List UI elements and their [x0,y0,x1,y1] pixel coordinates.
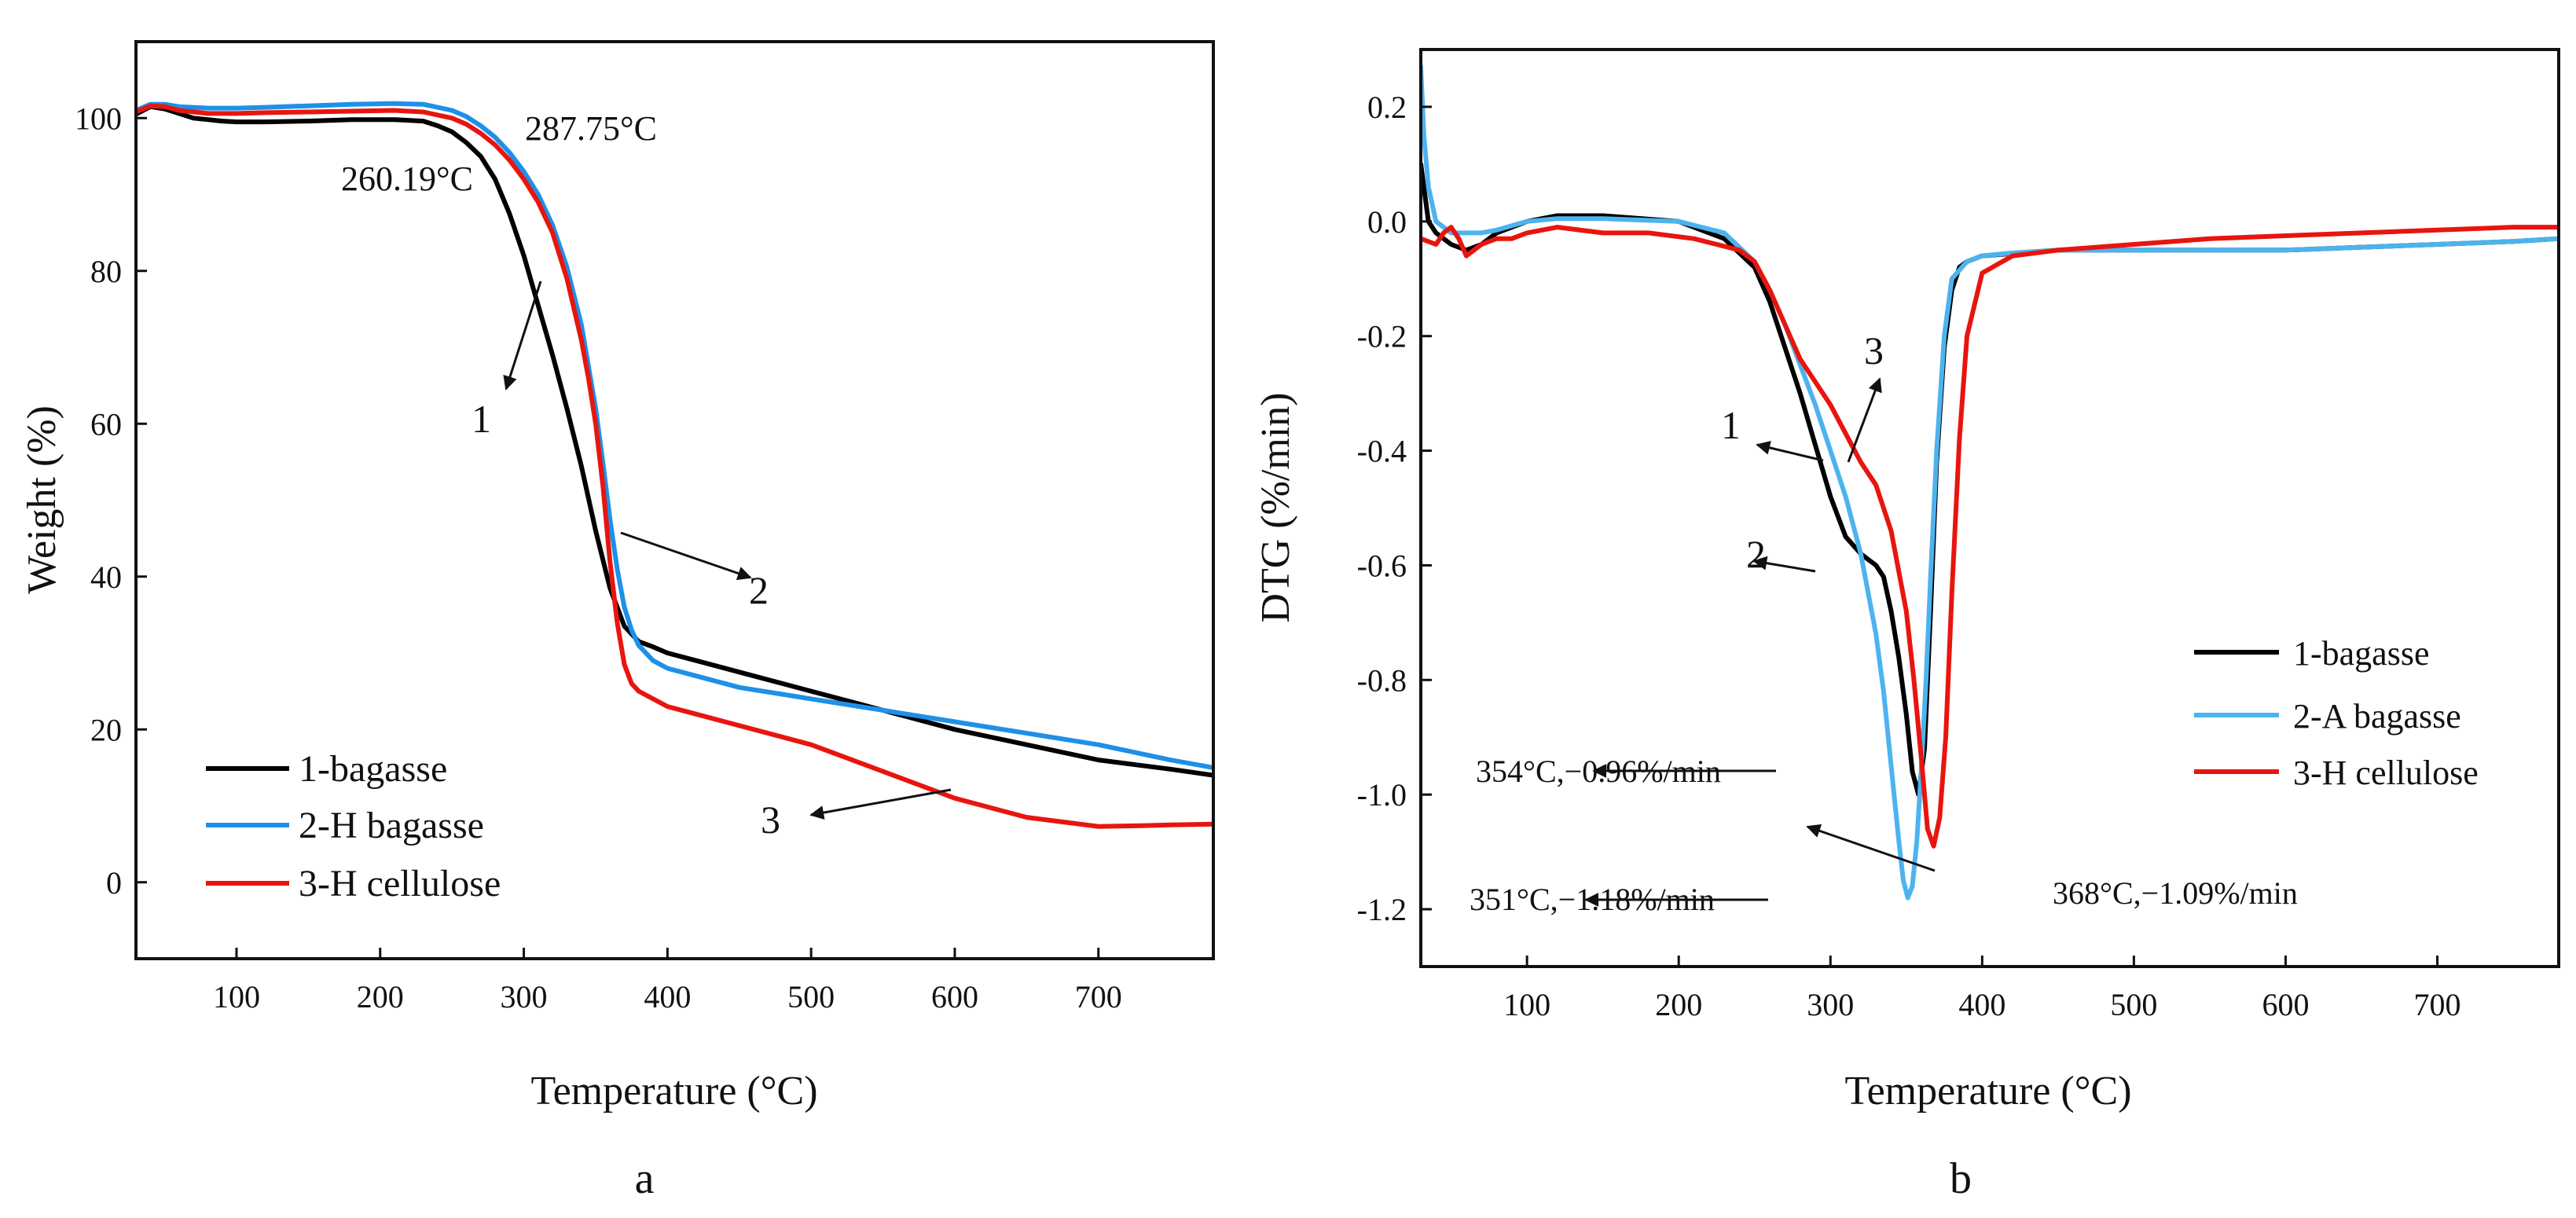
x-axis-label-b: Temperature (°C) [1844,1069,2131,1113]
legend-label-a-3: 3-H cellulose [299,863,501,904]
plot-frame-a [134,40,1215,960]
annotation-peak-2: 351°C,−1.18%/min [1470,882,1715,917]
annotation-peak-3: 368°C,−1.09%/min [2053,875,2298,911]
y-tick-label-b-7: -1.2 [1357,892,1407,927]
arrow-label-3 [809,788,952,820]
plot-frame-b [1419,48,2560,968]
y-tick-label-b-4: -0.6 [1357,548,1407,583]
x-tick-label-b-4: 500 [2110,987,2157,1022]
y-tick-label-a-3: 60 [90,406,122,442]
y-tick-label-a-1: 20 [90,712,122,747]
legend-label-b-3: 3-H cellulose [2293,754,2479,792]
x-tick-label-a-3: 400 [644,979,691,1014]
panel-label-b: b [1950,1154,1972,1203]
series-group-a [136,101,1213,829]
panel-a: 100 200 300 400 500 600 700 0 20 40 60 80 100 Temper… [20,40,1215,1203]
arrow-label-2 [620,531,752,581]
annotation-peak-1: 354°C,−0.96%/min [1476,754,1721,789]
panel-b: 100 200 300 400 500 600 700 0.2 0.0 -0.2 -0.4 -0.6 -… [1253,48,2560,1203]
x-tick-label-a-1: 200 [357,979,404,1014]
annotation-b-label-1: 1 [1721,403,1741,447]
y-tick-label-a-0: 0 [106,865,122,901]
y-axis-label-a: Weight (%) [20,405,64,594]
y-tick-label-b-5: -0.8 [1357,662,1407,698]
y-tick-label-b-1: 0.0 [1367,204,1407,240]
y-axis-label-b: DTG (%/min) [1253,392,1298,622]
y-tick-label-a-4: 80 [90,254,122,289]
legend-label-b-1: 1-bagasse [2293,634,2430,673]
x-tick-label-b-6: 700 [2414,987,2461,1022]
legend-label-a-1: 1-bagasse [299,748,447,790]
annotation-onset-2: 287.75°C [525,109,657,148]
y-tick-label-b-2: -0.2 [1357,319,1407,354]
x-tick-label-b-2: 300 [1807,987,1854,1022]
annotation-label-3: 3 [761,798,780,842]
y-tick-label-a-2: 40 [90,559,122,595]
y-tick-label-a-5: 100 [75,101,122,136]
x-tick-label-b-1: 200 [1655,987,1702,1022]
x-tick-label-a-5: 600 [931,979,978,1014]
x-tick-label-a-6: 700 [1075,979,1122,1014]
x-tick-label-b-5: 600 [2262,987,2309,1022]
annotation-b-label-3: 3 [1864,328,1884,372]
legend-a: 1-bagasse 2-H bagasse 3-H cellulose [206,748,501,904]
arrow-label-b-3 [1847,377,1882,463]
annotation-onset-1: 260.19°C [341,160,473,198]
x-tick-label-b-3: 400 [1958,987,2005,1022]
series-line-a-2 [136,101,1213,770]
legend-label-a-2: 2-H bagasse [299,805,484,846]
x-tick-label-b-0: 100 [1503,987,1550,1022]
annotation-label-1: 1 [472,397,491,441]
x-tick-label-a-2: 300 [501,979,548,1014]
arrow-label-b-2 [1752,556,1816,573]
annotation-label-2: 2 [749,568,769,612]
x-tick-label-a-4: 500 [787,979,835,1014]
annotation-b-label-2: 2 [1746,532,1766,576]
y-tick-label-b-6: -1.0 [1357,777,1407,813]
x-tick-label-a-0: 100 [213,979,260,1014]
y-tick-label-b-3: -0.4 [1357,434,1407,469]
arrow-label-b-1 [1756,440,1824,462]
series-line-a-1 [136,104,1213,778]
arrow-label-1 [503,281,542,391]
x-axis-label-a: Temperature (°C) [530,1069,817,1113]
legend-label-b-2: 2-A bagasse [2293,697,2461,736]
arrow-peak-3 [1806,824,1936,872]
axes-a: 100 200 300 400 500 600 700 0 20 40 60 80 100 [75,101,1122,1014]
legend-b: 1-bagasse 2-A bagasse 3-H cellulose [2194,634,2479,792]
panel-label-a: a [635,1154,655,1203]
series-line-a-3 [136,103,1213,829]
y-tick-label-b-0: 0.2 [1367,90,1407,125]
axes-b: 100 200 300 400 500 600 700 0.2 0.0 -0.2 -0.4 -0.6 -… [1357,90,2461,1022]
